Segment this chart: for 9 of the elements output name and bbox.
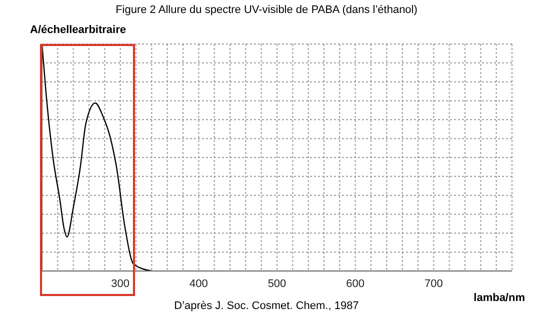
chart-title: Figure 2 Allure du spectre UV-visible de PABA (dans l’éthanol) bbox=[114, 4, 418, 16]
x-axis-title: lamba/nm bbox=[474, 292, 525, 304]
text: D’après J. Soc. Cosmet. Chem., 1987 bbox=[174, 300, 359, 312]
x-tick-label: 300 bbox=[111, 278, 130, 290]
y-axis-title: A/échellearbitraire bbox=[30, 24, 126, 36]
x-tick-label: 600 bbox=[346, 278, 365, 290]
x-tick-label: 400 bbox=[189, 278, 208, 290]
x-tick-label: 700 bbox=[424, 278, 443, 290]
x-tick-label: 500 bbox=[268, 278, 286, 290]
